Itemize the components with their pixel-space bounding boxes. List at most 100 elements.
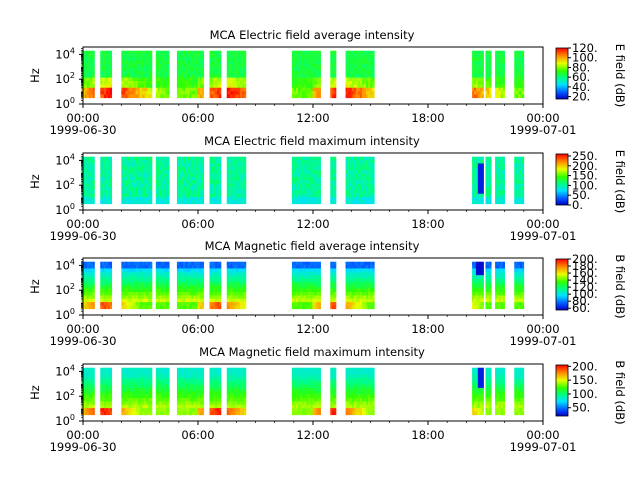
heatmap-cell <box>238 70 241 75</box>
heatmap-cell <box>495 91 498 95</box>
heatmap-cell <box>351 173 355 178</box>
heatmap-cell <box>332 265 335 269</box>
heatmap-cell <box>314 54 317 58</box>
heatmap-cell <box>167 176 170 181</box>
heatmap-cell <box>159 80 162 85</box>
heatmap-cell <box>178 91 182 95</box>
heatmap-cell <box>183 156 186 161</box>
heatmap-cell <box>236 74 239 78</box>
heatmap-cell <box>300 54 303 58</box>
heatmap-cell <box>121 271 124 276</box>
heatmap-cell <box>293 281 297 286</box>
heatmap-cell <box>102 54 105 58</box>
heatmap-cell <box>495 176 498 181</box>
heatmap-cell <box>86 64 90 68</box>
heatmap-cell <box>219 176 222 181</box>
heatmap-cell <box>83 77 86 82</box>
heatmap-cell <box>362 74 365 78</box>
heatmap-cell <box>106 54 109 58</box>
heatmap-cell <box>516 74 519 78</box>
heatmap-cell <box>181 265 184 269</box>
heatmap-cell <box>187 91 190 95</box>
heatmap-cell <box>497 87 500 92</box>
heatmap-cell <box>302 291 305 296</box>
heatmap-cell <box>104 186 107 191</box>
heatmap-cell <box>127 67 130 72</box>
heatmap-cell <box>157 186 160 191</box>
heatmap-cell <box>240 166 243 171</box>
heatmap-cell <box>318 275 321 279</box>
y-tick-label: 100 <box>55 202 75 217</box>
heatmap-cell <box>355 180 359 184</box>
heatmap-cell <box>234 291 237 296</box>
heatmap-cell <box>141 80 145 85</box>
heatmap-cell <box>181 91 184 95</box>
heatmap-cell <box>137 163 141 168</box>
heatmap-cell <box>332 74 335 78</box>
heatmap-cell <box>226 278 229 283</box>
heatmap-cell <box>123 166 126 171</box>
heatmap-cell <box>163 200 166 205</box>
heatmap-cell <box>131 170 134 174</box>
heatmap-cell <box>359 183 363 188</box>
heatmap-cell <box>83 295 86 300</box>
heatmap-cell <box>178 80 182 85</box>
heatmap-cell <box>86 288 90 293</box>
heatmap-cell <box>240 84 243 89</box>
heatmap-cell <box>298 261 301 266</box>
heatmap-cell <box>300 160 303 164</box>
heatmap-cell <box>215 180 218 184</box>
heatmap-cell <box>330 193 333 198</box>
heatmap-cell <box>318 91 321 95</box>
heatmap-cell <box>127 77 130 82</box>
heatmap-cell <box>500 87 504 92</box>
heatmap-cell <box>167 91 170 95</box>
heatmap-cell <box>165 173 168 178</box>
heatmap-cell <box>518 275 521 279</box>
heatmap-cell <box>296 160 299 164</box>
heatmap-cell <box>304 268 307 273</box>
heatmap-cell <box>312 160 315 164</box>
heatmap-cell <box>500 291 504 296</box>
heatmap-cell <box>183 305 186 310</box>
heatmap-cell <box>181 183 184 188</box>
heatmap-cell <box>215 190 218 195</box>
heatmap-cell <box>477 285 481 289</box>
heatmap-cell <box>368 156 371 161</box>
heatmap-cell <box>514 302 517 306</box>
heatmap-cell <box>159 74 162 78</box>
heatmap-cell <box>88 197 91 201</box>
heatmap-cell <box>201 305 205 310</box>
heatmap-cell <box>312 291 315 296</box>
heatmap-cell <box>349 91 353 95</box>
heatmap-cell <box>121 80 124 85</box>
heatmap-cell <box>300 67 303 72</box>
heatmap-cell <box>349 156 353 161</box>
heatmap-cell <box>330 288 333 293</box>
heatmap-cell <box>293 50 297 55</box>
heatmap-cell <box>298 180 301 184</box>
heatmap-cell <box>185 265 188 269</box>
heatmap-cell <box>230 295 233 300</box>
heatmap-cell <box>135 288 138 293</box>
heatmap-cell <box>145 176 149 181</box>
heatmap-cell <box>330 186 333 191</box>
heatmap-cell <box>123 160 126 164</box>
heatmap-cell <box>296 193 299 198</box>
heatmap-cell <box>238 94 241 99</box>
heatmap-cell <box>474 160 477 164</box>
heatmap-cell <box>135 176 138 181</box>
heatmap-cell <box>131 74 134 78</box>
heatmap-cell <box>372 265 375 269</box>
heatmap-cell <box>359 180 363 184</box>
heatmap-cell <box>209 160 212 164</box>
heatmap-cell <box>104 268 107 273</box>
panel-e_max: MCA Electric field maximum intensity1001… <box>28 134 627 243</box>
heatmap-cell <box>479 278 482 283</box>
heatmap-cell <box>349 57 353 62</box>
heatmap-cell <box>357 170 361 174</box>
heatmap-cell <box>92 60 95 65</box>
panel-e_avg: MCA Electric field average intensity1001… <box>28 28 627 137</box>
heatmap-cell <box>234 54 237 58</box>
heatmap-cell <box>242 285 245 289</box>
